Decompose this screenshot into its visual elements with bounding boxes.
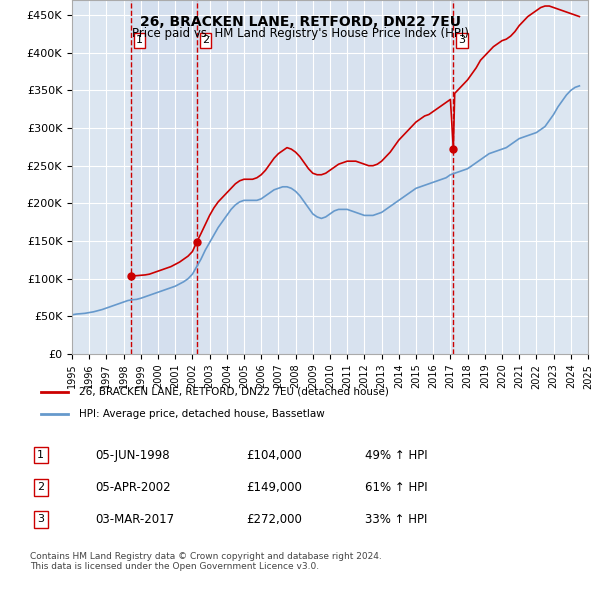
Text: 1: 1: [37, 450, 44, 460]
Text: 61% ↑ HPI: 61% ↑ HPI: [365, 481, 427, 494]
Text: £272,000: £272,000: [246, 513, 302, 526]
Text: 33% ↑ HPI: 33% ↑ HPI: [365, 513, 427, 526]
Text: 05-JUN-1998: 05-JUN-1998: [95, 448, 169, 461]
Text: 2: 2: [202, 35, 209, 45]
Text: £149,000: £149,000: [246, 481, 302, 494]
Text: 26, BRACKEN LANE, RETFORD, DN22 7EU (detached house): 26, BRACKEN LANE, RETFORD, DN22 7EU (det…: [79, 386, 388, 396]
Text: Contains HM Land Registry data © Crown copyright and database right 2024.: Contains HM Land Registry data © Crown c…: [30, 552, 382, 560]
Text: 26, BRACKEN LANE, RETFORD, DN22 7EU: 26, BRACKEN LANE, RETFORD, DN22 7EU: [139, 15, 461, 29]
Text: 03-MAR-2017: 03-MAR-2017: [95, 513, 174, 526]
Text: 3: 3: [458, 35, 466, 45]
Text: This data is licensed under the Open Government Licence v3.0.: This data is licensed under the Open Gov…: [30, 562, 319, 571]
Text: 05-APR-2002: 05-APR-2002: [95, 481, 170, 494]
Text: Price paid vs. HM Land Registry's House Price Index (HPI): Price paid vs. HM Land Registry's House …: [131, 27, 469, 40]
Text: 49% ↑ HPI: 49% ↑ HPI: [365, 448, 427, 461]
Text: 2: 2: [37, 482, 44, 492]
Bar: [131, 0, 197, 354]
Bar: [197, 0, 454, 354]
Text: 1: 1: [136, 35, 143, 45]
Text: 3: 3: [37, 514, 44, 525]
Text: HPI: Average price, detached house, Bassetlaw: HPI: Average price, detached house, Bass…: [79, 409, 325, 419]
Text: £104,000: £104,000: [246, 448, 302, 461]
